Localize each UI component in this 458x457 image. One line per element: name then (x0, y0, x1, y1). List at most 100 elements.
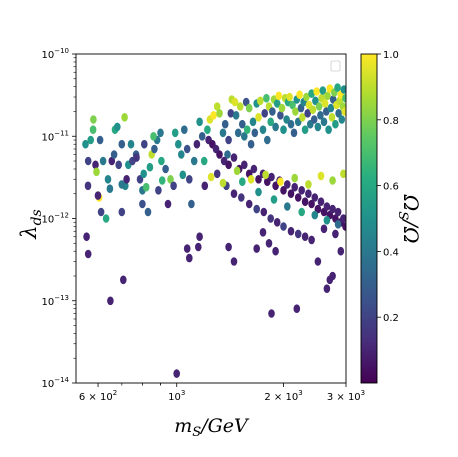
scatter-point (225, 160, 232, 170)
scatter-point (230, 153, 238, 162)
scatter-point (179, 170, 187, 180)
scatter-point (272, 122, 279, 132)
colorbar-label: ΩS/Ω (395, 194, 423, 244)
scatter-point (259, 228, 267, 237)
scatter-point (305, 189, 312, 198)
x-tick-label: 2 × 103 (264, 389, 302, 403)
y-tick-label: 10−13 (41, 294, 69, 308)
scatter-point (311, 210, 319, 220)
scatter-point (328, 113, 336, 122)
scatter-point (231, 97, 239, 107)
scatter-point (146, 162, 154, 172)
y-tick-label: 10−11 (41, 129, 69, 143)
scatter-point (259, 125, 267, 134)
y-tick-label: 10−10 (41, 47, 69, 61)
scatter-point (120, 275, 127, 285)
scatter-point (321, 99, 329, 108)
scatter-point (280, 222, 287, 231)
scatter-point (314, 257, 322, 266)
scatter-point (309, 105, 317, 114)
scatter-point (293, 304, 301, 314)
scatter-point (183, 244, 191, 253)
scatter-point (314, 122, 322, 132)
scatter-point (167, 175, 174, 184)
scatter-point (225, 242, 232, 252)
x-tick-label: 103 (168, 389, 185, 403)
scatter-point (268, 172, 275, 182)
scatter-point (210, 111, 217, 120)
scatter-point (82, 139, 89, 149)
scatter-point (158, 176, 166, 185)
scatter-point (236, 102, 244, 111)
colorbar-tick-label: 0.8 (383, 116, 399, 127)
scatter-point (89, 125, 97, 134)
scatter-point (286, 92, 293, 102)
scatter-point (270, 195, 278, 204)
scatter-point (106, 184, 114, 193)
scatter-point (317, 171, 325, 181)
scatter-point (94, 191, 102, 200)
scatter-point (320, 224, 328, 234)
scatter-point (150, 132, 157, 141)
x-tick-label: 3 × 103 (327, 389, 365, 403)
scatter-point (287, 189, 295, 198)
scatter-point (140, 169, 147, 179)
colorbar-ticks: 0.2 0.4 0.6 0.8 1.0 (377, 50, 399, 324)
scatter-point (323, 202, 331, 211)
scatter-point (253, 244, 260, 253)
scatter-point (340, 85, 346, 94)
scatter-point (310, 115, 318, 124)
scatter-point (340, 214, 346, 223)
scatter-point (139, 199, 146, 209)
scatter-point (190, 156, 198, 166)
scatter-point (83, 232, 90, 241)
scatter-point (294, 193, 302, 202)
scatter-point (127, 139, 135, 149)
scatter-point (234, 128, 242, 138)
scatter-point (245, 103, 253, 113)
scatter-point (294, 229, 302, 239)
scatter-point (250, 164, 258, 174)
colorbar-tick-label: 0.6 (383, 182, 399, 193)
scatter-point (188, 199, 195, 209)
scatter-point (334, 220, 342, 229)
scatter-point (296, 90, 303, 99)
scatter-point (118, 180, 126, 189)
scatter-point (115, 160, 122, 170)
scatter-point (264, 135, 271, 145)
scatter-point (291, 182, 299, 192)
scatter-point (186, 253, 193, 263)
scatter-point (239, 119, 246, 129)
scatter-point (121, 113, 128, 122)
scatter-point (311, 193, 319, 202)
scatter-point (280, 125, 287, 134)
scatter-point (164, 199, 172, 209)
scatter-point (267, 214, 275, 223)
y-axis-label: λds (17, 209, 45, 239)
scatter-point (84, 156, 92, 166)
scatter-point (269, 107, 276, 116)
scatter-point (90, 115, 97, 124)
scatter-point (204, 125, 211, 134)
scatter-point (239, 177, 246, 186)
scatter-point (181, 125, 188, 134)
scatter-point (118, 207, 126, 217)
scatter-point (329, 204, 336, 214)
scatter-point (118, 139, 126, 149)
scatter-point (92, 160, 99, 170)
scatter-point (323, 284, 331, 294)
scatter-point (133, 153, 140, 162)
scatter-point (308, 199, 315, 209)
scatter-point (84, 249, 92, 259)
scatter-point (193, 139, 201, 149)
scatter-point (337, 246, 345, 256)
scatter-point (340, 169, 346, 179)
scatter-point (108, 156, 116, 166)
scatter-point (332, 119, 339, 129)
scatter-point (99, 156, 107, 166)
scatter-point (183, 144, 191, 154)
scatter-point (291, 173, 299, 183)
scatter-point (114, 122, 121, 132)
scatter-point (155, 186, 162, 195)
scatter-point (196, 232, 203, 241)
